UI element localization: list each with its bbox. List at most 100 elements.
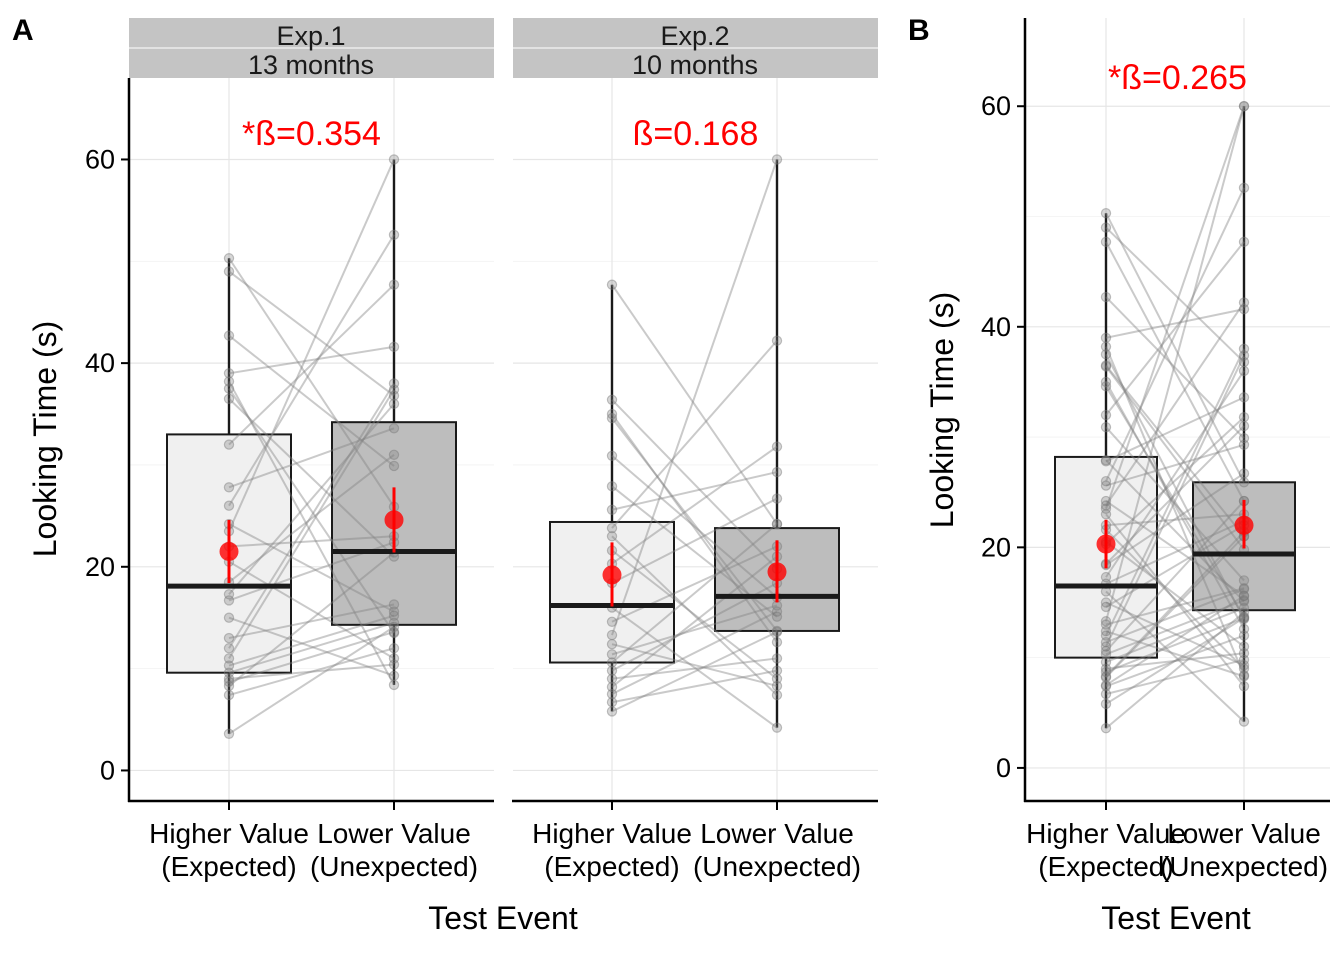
- subject-line: [611, 413, 778, 643]
- subject-point: [606, 504, 618, 515]
- subject-line: [611, 555, 778, 688]
- subject-line: [228, 334, 395, 467]
- subject-point: [1100, 616, 1112, 627]
- subject-point: [1238, 412, 1250, 423]
- subject-point: [1238, 182, 1250, 194]
- subject-line: [228, 283, 395, 446]
- facet-exp1: Exp.1 13 months *ß=0.354 0 20 40 60 Higher Va…: [85, 18, 494, 882]
- subject-line: [1105, 617, 1245, 673]
- x-tick-label: Lower Value (Unexpected): [310, 818, 478, 882]
- mean-point: [602, 565, 622, 585]
- subject-line: [228, 398, 395, 558]
- x-tick-label-line: (Unexpected): [693, 851, 861, 882]
- subject-point: [771, 626, 783, 638]
- subject-line: [1105, 301, 1245, 507]
- subject-line: [1105, 587, 1245, 626]
- subject-point: [388, 378, 400, 389]
- subject-line: [1105, 529, 1245, 670]
- subject-point: [223, 612, 235, 623]
- subject-point: [1100, 455, 1112, 466]
- x-tick-label: Lower Value (Unexpected): [1160, 818, 1328, 882]
- subject-point: [1100, 698, 1112, 710]
- subject-line: [1105, 212, 1245, 483]
- subject-line: [1105, 513, 1245, 527]
- subject-point: [1100, 625, 1112, 637]
- subject-point: [771, 493, 783, 504]
- subject-line: [1105, 226, 1245, 363]
- subject-line: [611, 340, 778, 529]
- subject-point: [1100, 649, 1112, 660]
- subject-line: [611, 545, 778, 623]
- subject-point: [223, 689, 235, 701]
- subject-point: [1238, 365, 1250, 377]
- subject-point: [388, 670, 400, 681]
- subject-point: [1238, 432, 1250, 444]
- panel-b: *ß=0.265 0 20 40 60 Higher Value (Expected)Low…: [924, 18, 1330, 936]
- subject-point: [606, 665, 618, 676]
- subject-line: [1105, 500, 1245, 597]
- subject-line: [1105, 241, 1245, 416]
- subject-line: [611, 631, 778, 713]
- subject-point: [771, 154, 783, 165]
- subject-point: [223, 482, 235, 493]
- subject-line: [228, 603, 395, 640]
- subject-point: [606, 531, 618, 542]
- subject-line: [1105, 472, 1245, 566]
- y-tick-label: 0: [996, 753, 1011, 783]
- subject-point: [388, 621, 400, 633]
- subject-point: [1238, 611, 1250, 623]
- subject-line: [228, 382, 395, 649]
- subject-line: [1105, 416, 1245, 545]
- subject-line: [1105, 535, 1245, 679]
- subject-line: [611, 497, 778, 584]
- subject-point: [1238, 613, 1250, 625]
- subject-line: [228, 551, 395, 687]
- subject-point: [606, 697, 618, 708]
- plot-area-combined: *ß=0.265 0 20 40 60 Higher Value (Expected)Low…: [981, 18, 1330, 882]
- subject-point: [771, 441, 783, 452]
- subject-point: [606, 629, 618, 641]
- facet-strip-label-experiment: Exp.1: [276, 21, 345, 51]
- subject-point: [606, 673, 618, 685]
- subject-point: [1100, 480, 1112, 491]
- x-tick-label: Higher Value (Expected): [1026, 818, 1186, 882]
- subject-line: [1105, 355, 1245, 648]
- subject-point: [1100, 680, 1112, 691]
- subject-line: [1105, 425, 1245, 565]
- facet-strip-label-age: 10 months: [632, 50, 758, 80]
- subject-line: [228, 535, 395, 548]
- subject-point: [1238, 607, 1250, 618]
- subject-point: [1100, 236, 1112, 248]
- subject-point: [1100, 409, 1112, 421]
- x-tick-label-line: Higher Value: [1026, 818, 1186, 849]
- subject-point: [1100, 222, 1112, 233]
- subject-point: [388, 606, 400, 617]
- subject-point: [223, 589, 235, 600]
- subject-line: [1105, 105, 1245, 510]
- effect-size-annotation: *ß=0.354: [242, 115, 381, 153]
- y-tick-label: 0: [100, 755, 115, 785]
- subject-point: [388, 279, 400, 290]
- subject-line: [228, 614, 395, 667]
- subject-point: [1238, 648, 1250, 659]
- subject-point: [1100, 571, 1112, 583]
- subject-line: [1105, 443, 1245, 487]
- subject-point: [1100, 723, 1112, 734]
- subject-point: [223, 673, 235, 685]
- facet-exp2: Exp.2 10 months ß=0.168 Higher Value (Expe…: [512, 18, 878, 882]
- subject-point: [223, 653, 235, 664]
- x-tick-label: Higher Value (Expected): [532, 818, 692, 882]
- panel-b-tag: B: [908, 14, 930, 47]
- subject-line: [611, 445, 778, 565]
- subject-point: [388, 610, 400, 621]
- subject-point: [1238, 575, 1250, 586]
- subject-point: [223, 376, 235, 387]
- x-tick-label-line: Higher Value: [149, 818, 309, 849]
- subject-line: [1105, 524, 1245, 608]
- x-tick-label: Higher Value (Expected): [149, 818, 309, 882]
- subject-point: [1100, 421, 1112, 433]
- y-axis-title: Looking Time (s): [924, 292, 960, 529]
- subject-point: [606, 522, 618, 534]
- y-axis-title: Looking Time (s): [27, 321, 63, 558]
